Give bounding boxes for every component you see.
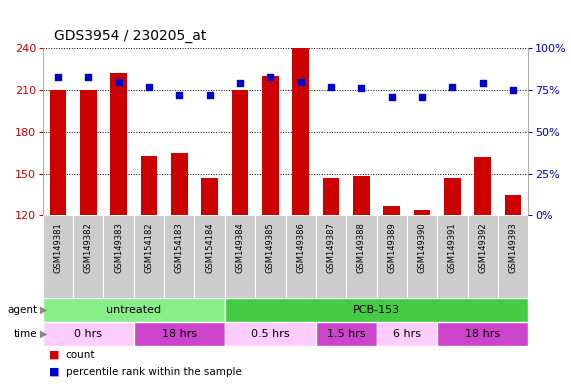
Bar [202, 178, 218, 215]
Text: GSM149389: GSM149389 [387, 222, 396, 273]
Bar [110, 73, 127, 215]
Bar [171, 153, 188, 215]
Bar [444, 178, 461, 215]
Text: GSM149390: GSM149390 [417, 222, 427, 273]
Bar [262, 76, 279, 215]
Bar [437, 215, 468, 298]
Bar [383, 206, 400, 215]
Bar [505, 195, 521, 215]
Text: 18 hrs: 18 hrs [162, 329, 197, 339]
Text: GDS3954 / 230205_at: GDS3954 / 230205_at [54, 29, 207, 43]
Point [54, 74, 63, 80]
Bar [73, 215, 103, 298]
Bar [316, 322, 376, 346]
Bar [225, 215, 255, 298]
Point [417, 94, 427, 100]
Point [175, 92, 184, 98]
Text: GSM149388: GSM149388 [357, 222, 366, 273]
Bar [376, 322, 437, 346]
Bar [316, 215, 346, 298]
Bar [103, 215, 134, 298]
Text: ▶: ▶ [40, 329, 47, 339]
Text: ▶: ▶ [40, 305, 47, 315]
Text: GSM149381: GSM149381 [54, 222, 62, 273]
Point [448, 84, 457, 90]
Text: 0.5 hrs: 0.5 hrs [251, 329, 289, 339]
Point [266, 74, 275, 80]
Point [327, 84, 336, 90]
Bar [475, 157, 491, 215]
Text: PCB-153: PCB-153 [353, 305, 400, 315]
Text: GSM149392: GSM149392 [478, 222, 487, 273]
Text: GSM154184: GSM154184 [205, 222, 214, 273]
Text: GSM149391: GSM149391 [448, 222, 457, 273]
Bar [413, 210, 431, 215]
Text: 1.5 hrs: 1.5 hrs [327, 329, 365, 339]
Text: untreated: untreated [106, 305, 162, 315]
Point [357, 85, 366, 91]
Bar [43, 215, 73, 298]
Text: 0 hrs: 0 hrs [74, 329, 102, 339]
Bar [407, 215, 437, 298]
Text: time: time [14, 329, 37, 339]
Text: GSM149393: GSM149393 [509, 222, 517, 273]
Text: GSM149385: GSM149385 [266, 222, 275, 273]
Text: GSM149386: GSM149386 [296, 222, 305, 273]
Text: GSM149384: GSM149384 [235, 222, 244, 273]
Text: GSM149387: GSM149387 [327, 222, 336, 273]
Bar [134, 215, 164, 298]
Bar [468, 215, 498, 298]
Bar [225, 322, 316, 346]
Bar [80, 90, 96, 215]
Bar [195, 215, 225, 298]
Bar [43, 322, 134, 346]
Point [508, 87, 517, 93]
Text: GSM149382: GSM149382 [84, 222, 93, 273]
Bar [498, 215, 528, 298]
Bar [353, 177, 369, 215]
Text: GSM154183: GSM154183 [175, 222, 184, 273]
Text: GSM154182: GSM154182 [144, 222, 154, 273]
Bar [50, 90, 66, 215]
Point [296, 79, 305, 85]
Text: percentile rank within the sample: percentile rank within the sample [66, 367, 242, 377]
Point [478, 80, 487, 86]
Bar [292, 48, 309, 215]
Point [235, 80, 244, 86]
Point [205, 92, 214, 98]
Text: agent: agent [7, 305, 37, 315]
Text: 18 hrs: 18 hrs [465, 329, 500, 339]
Bar [346, 215, 376, 298]
Point [84, 74, 93, 80]
Bar [134, 322, 225, 346]
Bar [43, 298, 225, 322]
Bar [255, 215, 286, 298]
Bar [437, 322, 528, 346]
Bar [286, 215, 316, 298]
Text: 6 hrs: 6 hrs [393, 329, 421, 339]
Text: GSM149383: GSM149383 [114, 222, 123, 273]
Bar [376, 215, 407, 298]
Text: count: count [66, 350, 95, 360]
Point [387, 94, 396, 100]
Text: ■: ■ [49, 367, 59, 377]
Bar [140, 156, 158, 215]
Text: ■: ■ [49, 350, 59, 360]
Bar [323, 178, 339, 215]
Bar [232, 90, 248, 215]
Bar [164, 215, 195, 298]
Bar [225, 298, 528, 322]
Point [114, 79, 123, 85]
Point [144, 84, 154, 90]
